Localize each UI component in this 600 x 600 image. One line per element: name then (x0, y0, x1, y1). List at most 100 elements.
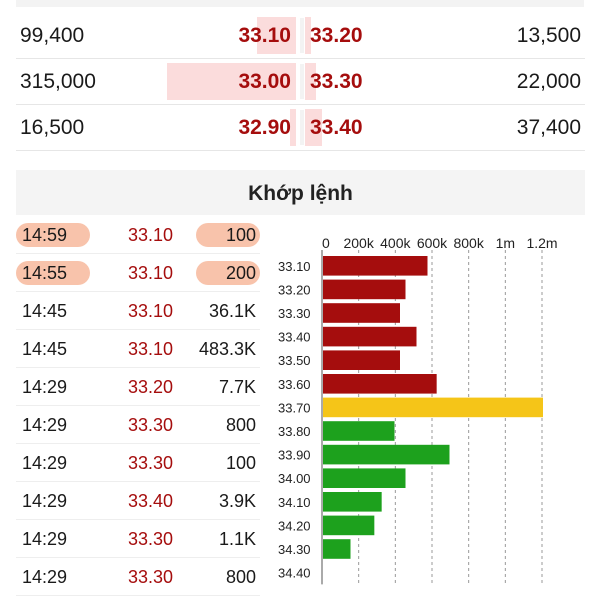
price-category-label: 33.80 (278, 424, 311, 439)
ask-depth-bar (305, 109, 322, 146)
price-category-label: 33.30 (278, 306, 311, 321)
bid-volume: 315,000 (20, 70, 96, 93)
time-highlight (16, 223, 90, 247)
x-tick-label: 600k (417, 235, 448, 251)
trade-price: 33.30 (128, 529, 174, 549)
bid-ask-divider (300, 110, 304, 145)
trade-volume: 800 (225, 567, 256, 587)
trade-row[interactable]: 14:29 33.40 3.9K (16, 482, 260, 520)
trade-volume: 800 (225, 415, 256, 435)
x-tick-label: 800k (453, 235, 484, 251)
trade-price: 33.30 (128, 453, 174, 473)
bid-volume: 16,500 (20, 116, 85, 139)
ask-volume: 13,500 (516, 24, 581, 47)
bid-depth-bar (290, 109, 296, 146)
trade-row[interactable]: 14:29 33.30 100 (16, 444, 260, 482)
volume-bar[interactable] (323, 492, 382, 512)
volume-bar[interactable] (323, 350, 400, 370)
trade-price: 33.10 (128, 301, 174, 321)
price-category-label: 33.40 (278, 330, 311, 345)
ask-depth-bar (305, 17, 311, 54)
trade-row[interactable]: 14:55 33.10 200 (16, 254, 260, 292)
trade-row[interactable]: 14:45 33.10 36.1K (16, 292, 260, 330)
ask-price: 33.20 (310, 24, 363, 47)
volume-highlight (196, 261, 260, 285)
trade-volume: 200 (225, 263, 256, 283)
price-category-label: 33.70 (278, 400, 311, 415)
x-tick-label: 400k (380, 235, 411, 251)
trade-time: 14:29 (22, 491, 68, 511)
volume-bar[interactable] (323, 256, 428, 276)
trade-time: 14:55 (22, 263, 68, 283)
bid-price: 33.10 (238, 24, 291, 47)
trade-row[interactable]: 14:29 33.30 800 (16, 406, 260, 444)
volume-bar[interactable] (323, 279, 406, 300)
trade-row[interactable]: 14:29 33.30 1.1K (16, 520, 260, 558)
trade-time: 14:45 (22, 301, 68, 321)
bid-ask-divider (300, 18, 304, 53)
order-book-top-strip (16, 0, 584, 7)
price-category-label: 34.20 (278, 518, 311, 533)
price-category-label: 33.50 (278, 353, 311, 368)
ask-depth-bar (305, 63, 316, 100)
bid-price: 32.90 (238, 116, 291, 139)
volume-bar[interactable] (323, 468, 406, 488)
trade-row[interactable]: 14:29 33.20 7.7K (16, 368, 260, 406)
price-category-label: 34.00 (278, 471, 311, 486)
trade-price: 33.30 (128, 567, 174, 587)
trade-volume: 100 (225, 225, 256, 245)
volume-bar[interactable] (323, 515, 375, 536)
bid-price: 33.00 (238, 70, 291, 93)
price-category-label: 33.60 (278, 377, 311, 392)
bid-depth-bar (257, 17, 296, 54)
matched-orders-header: Khớp lệnh (16, 170, 585, 215)
ask-price: 33.40 (310, 116, 363, 139)
ask-price: 33.30 (310, 70, 363, 93)
time-highlight (16, 261, 90, 285)
order-book-row[interactable]: 315,000 33.00 33.30 22,000 (16, 58, 585, 105)
x-tick-label: 1m (496, 235, 515, 251)
bid-depth-bar (167, 63, 296, 100)
volume-bar[interactable] (323, 421, 395, 441)
bid-volume: 99,400 (20, 24, 85, 47)
trade-time: 14:29 (22, 567, 68, 587)
volume-bar[interactable] (323, 397, 543, 418)
trade-price: 33.10 (128, 225, 174, 245)
price-category-label: 34.10 (278, 495, 311, 510)
volume-by-price-chart: 0 200k 400k 600k 800k 1m 1.2m 33.10 33.20 33.30 33… (278, 235, 558, 585)
bid-ask-divider (300, 64, 304, 99)
trade-volume: 7.7K (218, 377, 256, 397)
trade-row[interactable]: 14:45 33.10 483.3K (16, 330, 260, 368)
volume-bar[interactable] (323, 444, 450, 465)
trade-time: 14:45 (22, 339, 68, 359)
trade-row[interactable]: 14:59 33.10 100 (16, 216, 260, 254)
trade-volume: 100 (225, 453, 256, 473)
trade-time: 14:29 (22, 529, 68, 549)
trade-volume: 483.3K (198, 339, 256, 359)
volume-bar[interactable] (323, 539, 351, 559)
trade-volume: 1.1K (218, 529, 256, 549)
trade-time: 14:29 (22, 453, 68, 473)
price-category-label: 34.40 (278, 566, 311, 581)
ask-volume: 37,400 (516, 116, 581, 139)
trade-price: 33.10 (128, 339, 174, 359)
price-category-label: 34.30 (278, 542, 311, 557)
trade-price: 33.20 (128, 377, 174, 397)
x-tick-label: 200k (343, 235, 374, 251)
trade-time: 14:59 (22, 225, 68, 245)
volume-bar[interactable] (323, 303, 400, 323)
price-category-label: 33.10 (278, 259, 311, 274)
trade-time: 14:29 (22, 415, 68, 435)
order-book-row[interactable]: 16,500 32.90 33.40 37,400 (16, 104, 585, 151)
volume-bar[interactable] (323, 326, 417, 347)
order-book-row[interactable]: 99,400 33.10 33.20 13,500 (16, 12, 585, 59)
volume-bar[interactable] (323, 374, 437, 394)
price-category-label: 33.90 (278, 448, 311, 463)
trade-price: 33.10 (128, 263, 174, 283)
trade-price: 33.40 (128, 491, 174, 511)
section-title: Khớp lệnh (248, 182, 353, 205)
trade-row[interactable]: 14:29 33.30 800 (16, 558, 260, 596)
ask-volume: 22,000 (516, 70, 581, 93)
trade-time: 14:29 (22, 377, 68, 397)
x-tick-label: 1.2m (526, 235, 557, 251)
